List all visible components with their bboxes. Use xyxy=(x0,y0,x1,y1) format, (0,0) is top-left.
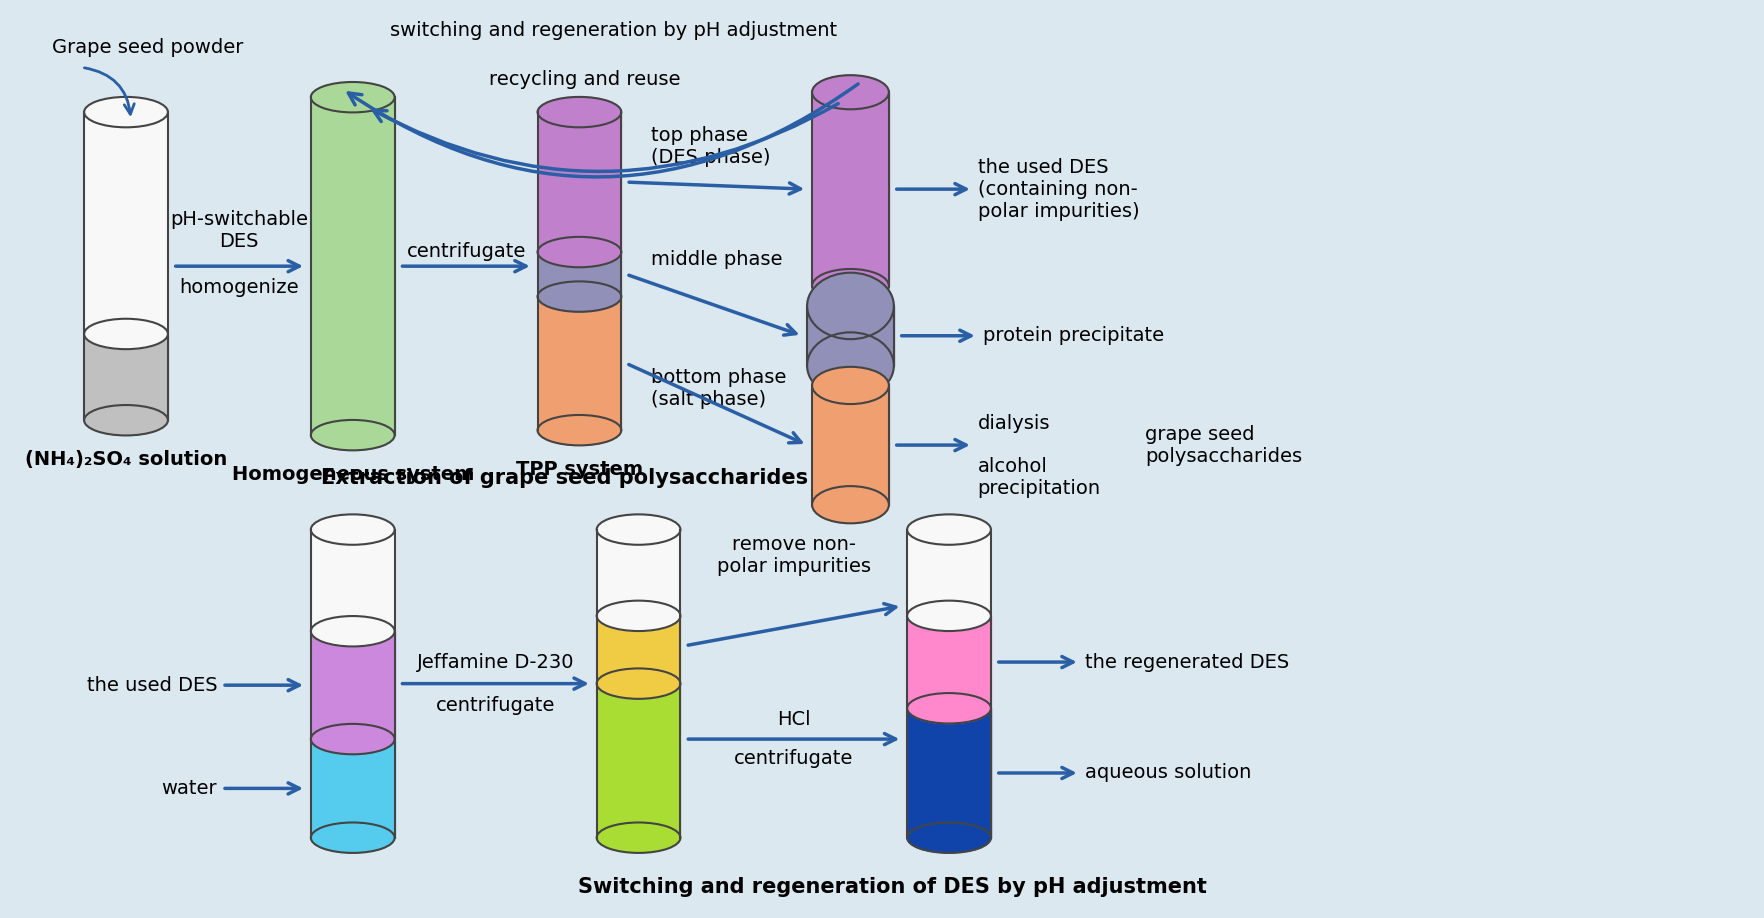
Text: (NH₄)₂SO₄ solution: (NH₄)₂SO₄ solution xyxy=(25,450,228,469)
Bar xyxy=(596,530,681,616)
Ellipse shape xyxy=(85,405,168,435)
Text: Homogeneous system: Homogeneous system xyxy=(231,465,475,484)
Ellipse shape xyxy=(596,823,681,853)
Ellipse shape xyxy=(907,823,990,853)
Text: dialysis: dialysis xyxy=(977,414,1050,433)
Text: centrifugate: centrifugate xyxy=(436,696,556,714)
Ellipse shape xyxy=(907,514,990,544)
Bar xyxy=(538,252,621,297)
Text: aqueous solution: aqueous solution xyxy=(1083,764,1251,782)
Ellipse shape xyxy=(806,332,893,398)
Ellipse shape xyxy=(907,693,990,723)
Bar xyxy=(310,97,395,435)
Text: middle phase: middle phase xyxy=(651,251,781,269)
Ellipse shape xyxy=(85,319,168,349)
Ellipse shape xyxy=(538,415,621,445)
Ellipse shape xyxy=(811,269,889,303)
Text: HCl: HCl xyxy=(776,711,810,729)
Text: water: water xyxy=(162,778,217,798)
Text: Extraction of grape seed polysaccharides: Extraction of grape seed polysaccharides xyxy=(321,468,808,487)
Ellipse shape xyxy=(811,367,889,404)
Text: pH-switchable
DES: pH-switchable DES xyxy=(171,210,309,252)
Ellipse shape xyxy=(538,237,621,267)
Bar xyxy=(310,530,395,632)
Text: remove non-
polar impurities: remove non- polar impurities xyxy=(716,535,870,577)
Text: homogenize: homogenize xyxy=(180,278,300,297)
Ellipse shape xyxy=(85,97,168,128)
Ellipse shape xyxy=(596,600,681,631)
Text: top phase
(DES phase): top phase (DES phase) xyxy=(651,126,769,167)
Bar xyxy=(85,334,168,420)
Text: the used DES
(containing non-
polar impurities): the used DES (containing non- polar impu… xyxy=(977,158,1138,220)
Text: centrifugate: centrifugate xyxy=(406,242,526,262)
Text: alcohol
precipitation: alcohol precipitation xyxy=(977,457,1101,498)
Ellipse shape xyxy=(907,600,990,631)
Bar xyxy=(310,632,395,739)
Bar xyxy=(811,386,889,505)
Text: grape seed
polysaccharides: grape seed polysaccharides xyxy=(1145,425,1302,465)
Ellipse shape xyxy=(538,282,621,312)
Text: switching and regeneration by pH adjustment: switching and regeneration by pH adjustm… xyxy=(390,21,836,39)
Bar xyxy=(907,530,990,616)
Text: the regenerated DES: the regenerated DES xyxy=(1083,653,1288,672)
Ellipse shape xyxy=(811,75,889,109)
Text: the used DES: the used DES xyxy=(86,676,217,695)
Bar xyxy=(806,306,893,365)
Ellipse shape xyxy=(806,273,893,339)
Bar xyxy=(538,112,621,252)
Text: bottom phase
(salt phase): bottom phase (salt phase) xyxy=(651,368,785,409)
Ellipse shape xyxy=(310,514,395,544)
Ellipse shape xyxy=(538,97,621,128)
Ellipse shape xyxy=(310,616,395,646)
Ellipse shape xyxy=(310,724,395,755)
Text: centrifugate: centrifugate xyxy=(734,749,854,768)
Text: Switching and regeneration of DES by pH adjustment: Switching and regeneration of DES by pH … xyxy=(579,878,1207,898)
Ellipse shape xyxy=(811,487,889,523)
Bar xyxy=(310,739,395,838)
Bar xyxy=(907,616,990,709)
Ellipse shape xyxy=(310,823,395,853)
Ellipse shape xyxy=(310,82,395,112)
Bar xyxy=(596,684,681,838)
Ellipse shape xyxy=(310,420,395,451)
Bar xyxy=(596,616,681,684)
Ellipse shape xyxy=(596,668,681,699)
Ellipse shape xyxy=(596,514,681,544)
Text: TPP system: TPP system xyxy=(515,460,642,479)
Text: protein precipitate: protein precipitate xyxy=(983,326,1162,345)
Text: Grape seed powder: Grape seed powder xyxy=(53,39,243,58)
Bar xyxy=(538,297,621,431)
Bar xyxy=(811,92,889,286)
Bar xyxy=(85,112,168,334)
Bar xyxy=(907,709,990,838)
Text: Jeffamine D-230: Jeffamine D-230 xyxy=(416,653,573,672)
Text: recycling and reuse: recycling and reuse xyxy=(489,71,679,89)
